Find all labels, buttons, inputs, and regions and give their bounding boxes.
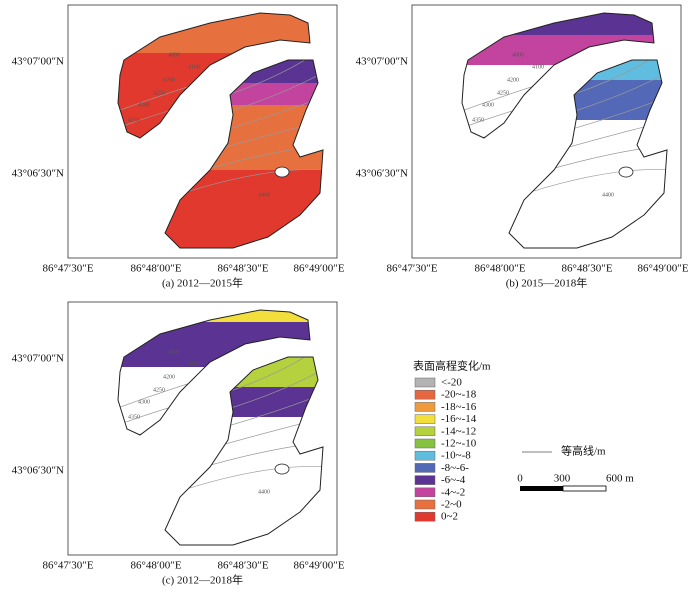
elevation-zone (462, 13, 654, 35)
y-axis-label: 43°06′30″N (12, 465, 64, 477)
contour-label: 4350 (472, 117, 484, 123)
legend-label: -16~-14 (441, 413, 477, 425)
legend-swatch (414, 463, 436, 473)
glacier-outline (117, 12, 311, 139)
panel-caption: (a) 2012—2015年 (162, 276, 243, 290)
x-axis-label: 86°48′30″E (217, 263, 268, 275)
x-axis-label: 86°47′30″E (386, 263, 437, 275)
glacier-outline (117, 309, 311, 436)
panel-caption: (c) 2012—2018年 (162, 573, 243, 587)
nunatak (274, 166, 290, 178)
legend-label: 0~2 (441, 511, 458, 523)
x-axis-label: 86°47′30″E (42, 560, 93, 572)
scale-bar-white (562, 485, 607, 492)
legend-label: -4~-2 (441, 486, 465, 498)
contour-label: 4200 (163, 374, 175, 380)
contour-label: 4350 (128, 414, 140, 420)
scale-label: 300 (554, 473, 571, 485)
contour-label: 4250 (153, 90, 165, 96)
contour-label: 4200 (507, 77, 519, 83)
contour-label: 4400 (258, 489, 270, 495)
legend-swatch (414, 511, 436, 522)
elevation-zone (165, 83, 323, 105)
y-axis-label: 43°07′00″N (12, 353, 64, 365)
contour-label: 4350 (128, 117, 140, 123)
contour-label: 4200 (163, 77, 175, 83)
elevation-zone (118, 310, 310, 322)
contour-legend-label: 等高线/m (561, 444, 606, 458)
glacier-outline (164, 356, 324, 546)
legend-label: -2~0 (441, 499, 462, 511)
y-axis-label: 43°06′30″N (356, 168, 408, 180)
x-axis-label: 86°47′30″E (42, 263, 93, 275)
x-axis-label: 86°48′00″E (474, 263, 525, 275)
contour-label: 4400 (258, 192, 270, 198)
legend-title: 表面高程变化/m (413, 359, 491, 373)
legend-swatch (414, 499, 436, 510)
x-axis-label: 86°49′00″E (293, 560, 344, 572)
glacier-outline (508, 59, 668, 249)
legend-swatch (414, 377, 436, 388)
legend-label: -10~-8 (441, 450, 471, 462)
contour-label: 4100 (188, 64, 200, 70)
contour-label: 4100 (532, 64, 544, 70)
x-axis-label: 86°48′00″E (130, 560, 181, 572)
legend-swatch (414, 487, 436, 498)
contour-label: 4000 (512, 52, 524, 58)
contour-label: 4300 (138, 399, 150, 405)
legend-swatch (414, 450, 436, 461)
panel-frame (411, 4, 682, 259)
elevation-zone (118, 13, 310, 53)
y-axis-label: 43°06′30″N (12, 168, 64, 180)
nunatak (274, 463, 290, 475)
x-axis-label: 86°48′30″E (561, 263, 612, 275)
panel-frame (67, 301, 338, 556)
glacier-outline (461, 12, 655, 139)
contour-label: 4300 (482, 102, 494, 108)
elevation-zone (509, 120, 667, 248)
legend-label: -12~-10 (441, 438, 477, 450)
contour-label: 4000 (168, 349, 180, 355)
y-axis-label: 43°07′00″N (356, 56, 408, 68)
contour-label: 4400 (602, 192, 614, 198)
legend-label: -6~-4 (441, 474, 466, 486)
scale-bar-black (520, 486, 563, 491)
legend-swatch (414, 426, 436, 437)
elevation-zone (165, 105, 323, 170)
elevation-zone (165, 387, 323, 417)
elevation-zone (165, 417, 323, 545)
y-axis-label: 43°07′00″N (12, 56, 64, 68)
legend-swatch (414, 438, 436, 449)
x-axis-label: 86°49′00″E (293, 263, 344, 275)
legend-label: -14~-12 (441, 425, 476, 437)
legend-label: <-20 (441, 377, 462, 389)
glacier-outline (164, 59, 324, 249)
legend-label: -8~-6- (441, 462, 469, 474)
elevation-zone (165, 170, 323, 248)
contour-label: 4100 (188, 361, 200, 367)
contour-label: 4000 (168, 52, 180, 58)
legend-label: -18~-16 (441, 401, 477, 413)
contour-label: 4300 (138, 102, 150, 108)
nunatak (618, 166, 634, 178)
legend-swatch (414, 389, 436, 400)
legend-swatch (414, 414, 436, 424)
contour-label: 4250 (497, 90, 509, 96)
contour-label: 4250 (153, 387, 165, 393)
x-axis-label: 86°48′30″E (217, 560, 268, 572)
panel-frame (67, 4, 338, 259)
scale-label: 0 (517, 473, 523, 485)
legend-swatch (414, 475, 436, 485)
panel-caption: (b) 2015—2018年 (506, 276, 588, 290)
legend-label: -20~-18 (441, 389, 477, 401)
x-axis-label: 86°48′00″E (130, 263, 181, 275)
legend-swatch (414, 402, 436, 412)
scale-label: 600 m (606, 473, 634, 485)
x-axis-label: 86°49′00″E (637, 263, 688, 275)
